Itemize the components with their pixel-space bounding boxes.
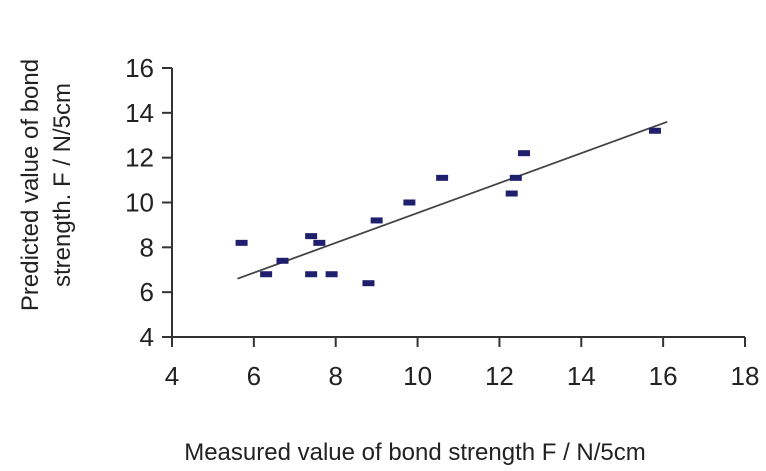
x-axis-title: Measured value of bond strength F / N/5c…: [184, 439, 646, 466]
data-point: [305, 271, 318, 278]
trendline: [237, 120, 668, 280]
y-tick-label: 8: [140, 232, 154, 262]
y-axis-title-line1: Predicted value of bond: [17, 59, 44, 311]
y-tick-label: 10: [125, 188, 154, 218]
data-point: [362, 280, 375, 287]
data-point: [436, 174, 449, 181]
data-point: [517, 150, 530, 157]
x-tick-label: 16: [649, 361, 678, 391]
x-tick-label: 12: [485, 361, 514, 391]
x-tick-label: 14: [567, 361, 596, 391]
y-axis-title-line2: strength. F / N/5cm: [49, 83, 76, 287]
data-point: [648, 127, 661, 134]
y-tick-label: 4: [140, 322, 154, 352]
y-tick-label: 16: [125, 53, 154, 83]
y-tick-label: 6: [140, 277, 154, 307]
data-point: [260, 271, 273, 278]
data-point: [370, 217, 383, 224]
y-tick-label: 12: [125, 143, 154, 173]
data-point: [325, 271, 338, 278]
data-point: [235, 239, 248, 246]
x-tick-label: 8: [328, 361, 342, 391]
data-point: [305, 233, 318, 240]
axes: 4 6 8 10 12 14 16 4 6 8 10 12 14 16 18: [125, 53, 759, 391]
data-point: [313, 239, 326, 246]
y-tick-label: 14: [125, 98, 154, 128]
data-point: [509, 174, 522, 181]
data-point: [276, 257, 289, 264]
data-point: [403, 199, 416, 206]
x-tick-label: 6: [247, 361, 261, 391]
x-tick-label: 18: [731, 361, 760, 391]
y-axis-title: Predicted value of bond strength. F / N/…: [17, 59, 76, 311]
trendline-segment: [237, 120, 668, 280]
data-point: [505, 190, 518, 197]
x-tick-label: 10: [403, 361, 432, 391]
x-tick-label: 4: [165, 361, 179, 391]
data-points: [235, 127, 661, 287]
